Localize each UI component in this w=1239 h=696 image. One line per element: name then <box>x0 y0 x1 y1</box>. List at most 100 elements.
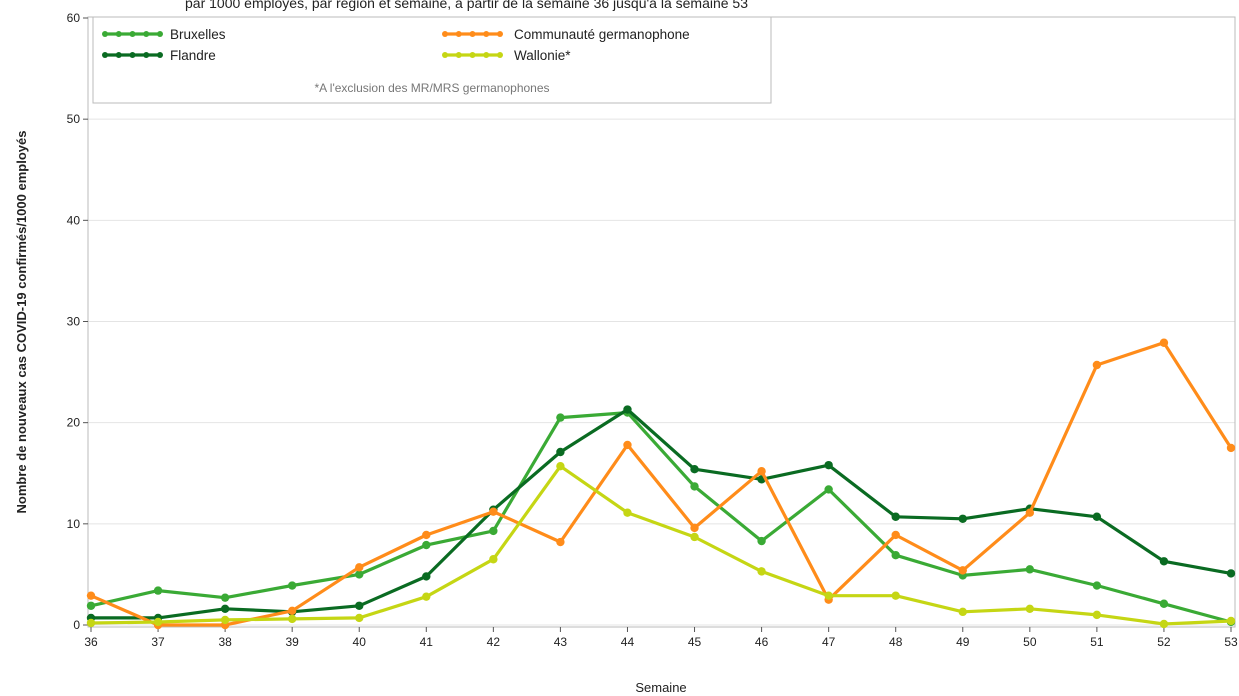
data-point-wallonie <box>757 567 766 576</box>
data-point-bruxelles <box>1159 599 1169 608</box>
x-tick-label: 42 <box>487 635 501 649</box>
data-point-communaut-germanophone <box>1025 508 1035 517</box>
legend-marker-bruxelles <box>143 31 150 37</box>
x-tick-label: 44 <box>621 635 635 649</box>
data-point-bruxelles <box>355 570 364 579</box>
legend-marker-communaut-germanophone <box>497 31 503 37</box>
data-point-communaut-germanophone <box>1092 360 1102 370</box>
x-tick-label: 36 <box>84 635 98 649</box>
x-tick-label: 51 <box>1090 635 1104 649</box>
y-tick-label: 10 <box>67 517 81 531</box>
data-point-communaut-germanophone <box>556 537 565 547</box>
data-point-flandre <box>422 572 431 581</box>
data-point-bruxelles <box>287 581 297 590</box>
data-point-wallonie <box>824 591 833 600</box>
data-point-communaut-germanophone <box>422 530 431 540</box>
legend-marker-communaut-germanophone <box>442 31 448 37</box>
x-tick-label: 53 <box>1224 635 1238 649</box>
data-point-flandre <box>824 460 833 470</box>
x-axis-title: Semaine <box>635 680 686 695</box>
data-point-flandre <box>958 514 967 523</box>
legend-marker-flandre <box>115 52 122 58</box>
legend-box <box>92 16 772 104</box>
x-tick-label: 49 <box>956 635 970 649</box>
data-point-bruxelles <box>489 526 498 536</box>
x-tick-label: 48 <box>889 635 903 649</box>
legend-label-wallonie: Wallonie* <box>514 48 571 63</box>
data-point-communaut-germanophone <box>690 523 699 533</box>
x-tick-label: 39 <box>285 635 299 649</box>
series-wallonie <box>86 461 1236 629</box>
data-point-communaut-germanophone <box>355 563 364 572</box>
data-point-wallonie <box>355 613 364 623</box>
chart-title-fragment: par 1000 employés, par région et semaine… <box>185 0 748 11</box>
y-tick-label: 50 <box>67 112 81 126</box>
axes: 0 10 20 30 40 50 60 36 37 38 39 40 41 42 43 44 45 46 47 48 4… <box>67 11 1238 649</box>
data-point-bruxelles <box>153 586 163 595</box>
data-point-communaut-germanophone <box>958 566 967 575</box>
y-tick-label: 30 <box>67 315 81 329</box>
data-point-wallonie <box>422 592 431 601</box>
data-point-communaut-germanophone <box>287 606 297 616</box>
data-point-wallonie <box>1159 619 1169 629</box>
data-point-bruxelles <box>1025 565 1035 574</box>
gridlines <box>88 118 1235 626</box>
data-point-wallonie <box>623 508 632 517</box>
data-point-communaut-germanophone <box>623 440 632 450</box>
series-line-flandre <box>89 407 1233 620</box>
legend: *A l'exclusion des MR/MRS germanophones … <box>92 16 772 104</box>
legend-label-bruxelles: Bruxelles <box>170 27 226 42</box>
legend-marker-bruxelles <box>157 31 163 37</box>
data-point-wallonie <box>1226 616 1236 626</box>
data-point-wallonie <box>287 614 297 624</box>
legend-marker-communaut-germanophone <box>469 31 476 37</box>
legend-label-communaut-germanophone: Communauté germanophone <box>514 27 690 42</box>
legend-marker-wallonie <box>497 52 503 58</box>
data-point-communaut-germanophone <box>1159 338 1169 347</box>
data-point-flandre <box>355 601 364 610</box>
y-tick-label: 60 <box>67 11 81 25</box>
data-point-flandre <box>220 604 230 614</box>
data-point-bruxelles <box>891 550 900 560</box>
legend-marker-wallonie <box>442 52 448 58</box>
data-point-bruxelles <box>86 601 96 610</box>
legend-marker-communaut-germanophone <box>483 31 490 37</box>
data-point-wallonie <box>220 615 230 625</box>
x-tick-label: 52 <box>1157 635 1171 649</box>
x-tick-label: 46 <box>755 635 769 649</box>
x-tick-label: 50 <box>1023 635 1037 649</box>
data-point-flandre <box>1226 569 1236 578</box>
legend-marker-wallonie <box>455 52 462 58</box>
data-point-bruxelles <box>757 536 766 546</box>
x-tick-label: 43 <box>554 635 568 649</box>
legend-marker-wallonie <box>469 52 476 58</box>
series-lines <box>86 338 1236 630</box>
series-communaut-germanophone <box>86 338 1236 630</box>
data-point-flandre <box>623 405 632 414</box>
data-point-wallonie <box>891 591 900 600</box>
data-point-communaut-germanophone <box>757 467 766 476</box>
x-tick-label: 45 <box>688 635 702 649</box>
legend-marker-flandre <box>129 52 136 58</box>
data-point-bruxelles <box>422 540 431 550</box>
legend-marker-bruxelles <box>129 31 136 37</box>
x-tick-label: 37 <box>151 635 165 649</box>
data-point-wallonie <box>1025 604 1035 614</box>
data-point-communaut-germanophone <box>489 507 498 516</box>
legend-marker-bruxelles <box>115 31 122 37</box>
data-point-wallonie <box>958 607 967 617</box>
data-point-flandre <box>1159 557 1169 566</box>
legend-marker-wallonie <box>483 52 490 58</box>
legend-marker-flandre <box>157 52 163 58</box>
data-point-bruxelles <box>220 593 230 602</box>
data-point-wallonie <box>690 532 699 542</box>
data-point-bruxelles <box>556 413 565 422</box>
data-point-bruxelles <box>1092 581 1102 590</box>
data-point-bruxelles <box>690 482 699 491</box>
x-tick-label: 40 <box>353 635 367 649</box>
legend-marker-bruxelles <box>102 31 108 37</box>
data-point-wallonie <box>489 555 498 564</box>
data-point-flandre <box>1092 512 1102 521</box>
legend-note: *A l'exclusion des MR/MRS germanophones <box>314 81 549 95</box>
